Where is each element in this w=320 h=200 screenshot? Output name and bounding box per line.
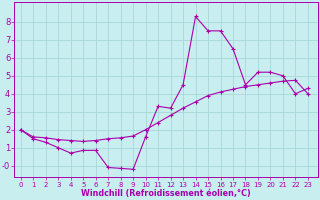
X-axis label: Windchill (Refroidissement éolien,°C): Windchill (Refroidissement éolien,°C) — [81, 189, 251, 198]
